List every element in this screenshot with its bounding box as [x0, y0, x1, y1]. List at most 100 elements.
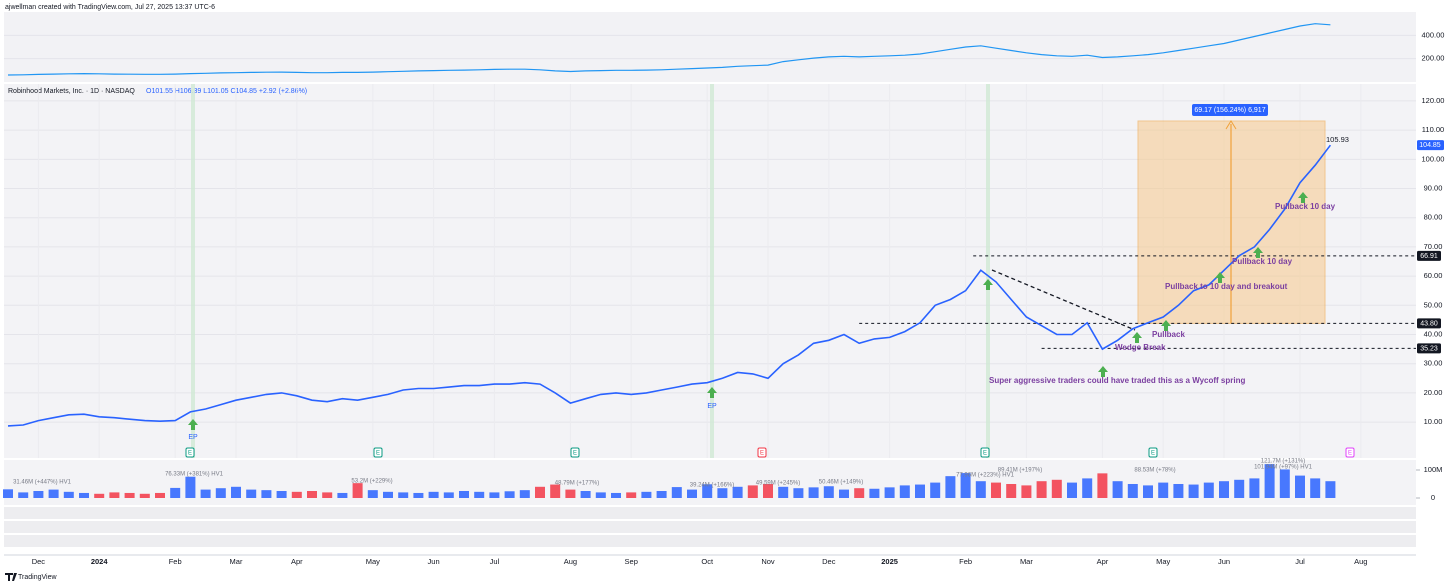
volume-bar: [428, 491, 439, 498]
signal-arrow: [188, 419, 198, 430]
y-tick-label: 70.00: [1424, 242, 1443, 251]
level-label: 43.80: [1420, 320, 1438, 327]
y-tick-label: 100M: [1424, 465, 1443, 474]
volume-bar: [595, 492, 606, 498]
annotation: Pullback to 10 day and breakout: [1165, 282, 1288, 291]
volume-bar: [261, 490, 272, 498]
volume-bar: [945, 476, 956, 498]
y-tick-label: 200.00: [1422, 54, 1445, 63]
signal-arrow: [983, 279, 993, 290]
measure-arrowhead: [1225, 120, 1237, 130]
volume-bar: [504, 491, 515, 498]
annotation: Pullback 10 day: [1232, 257, 1293, 266]
volume-bar: [656, 490, 667, 498]
volume-bar: [1203, 482, 1214, 498]
earnings-label: E: [760, 451, 764, 457]
top-panel: [4, 12, 1416, 82]
annotation: EP: [188, 434, 198, 441]
volume-annotation: 31.46M (+447%) HV1: [13, 480, 72, 486]
price-line: [7, 23, 1331, 76]
volume-annotation: 53.2M (+229%): [351, 479, 392, 485]
volume-bar: [48, 489, 59, 498]
earnings-marker[interactable]: [373, 447, 383, 458]
volume-bar: [747, 485, 758, 498]
level-label-box: [1417, 318, 1441, 329]
y-tick-label: 400.00: [1422, 30, 1445, 39]
volume-bar: [1127, 483, 1138, 498]
earnings-highlight: [986, 84, 990, 458]
volume-bar: [565, 489, 576, 498]
volume-bar: [550, 484, 561, 498]
volume-bar: [930, 482, 941, 498]
volume-bar: [443, 492, 454, 498]
volume-bar: [1158, 482, 1169, 498]
volume-bar: [322, 492, 333, 498]
earnings-marker[interactable]: [757, 447, 767, 458]
volume-annotation: 50.46M (+149%): [819, 480, 864, 486]
volume-bar: [823, 486, 834, 498]
y-tick-label: 0: [1431, 493, 1435, 502]
signal-arrow: [1298, 192, 1308, 203]
volume-bar: [991, 482, 1001, 498]
volume-annotation: 89.41M (+197%): [998, 468, 1043, 474]
volume-bar: [808, 487, 819, 498]
volume-bar: [1036, 481, 1047, 498]
earnings-marker[interactable]: [185, 447, 195, 458]
level-label: 66.91: [1420, 253, 1438, 260]
x-tick-label: Apr: [1097, 557, 1109, 566]
volume-bar: [611, 492, 621, 498]
volume-bar: [702, 484, 713, 498]
annotation: 105.93: [1326, 135, 1349, 144]
volume-bar: [185, 476, 196, 498]
annotation: Pullback 10 day: [1275, 202, 1336, 211]
earnings-label: E: [1348, 451, 1352, 457]
y-tick-label: 60.00: [1424, 271, 1443, 280]
x-tick-label: Aug: [564, 557, 577, 566]
footer: TradingView: [18, 574, 57, 581]
volume-bar: [1249, 478, 1260, 498]
volume-bar: [94, 493, 105, 498]
earnings-label: E: [573, 451, 577, 457]
volume-bar: [1112, 481, 1123, 498]
earnings-marker[interactable]: [1148, 447, 1158, 458]
level-label-box: [1417, 343, 1441, 354]
volume-annotation: 77.96M (+223%) HV1: [956, 473, 1015, 479]
volume-bar: [1295, 475, 1305, 498]
volume-bar: [1082, 478, 1093, 498]
empty-pane: [4, 507, 1416, 519]
x-tick-label: Feb: [959, 557, 972, 566]
y-tick-label: 110.00: [1422, 125, 1444, 134]
volume-bar: [155, 492, 165, 498]
volume-bar: [200, 489, 211, 498]
earnings-marker[interactable]: [1345, 447, 1355, 458]
x-tick-label: Nov: [761, 557, 775, 566]
earnings-label: E: [188, 451, 192, 457]
earnings-marker[interactable]: [980, 447, 990, 458]
volume-bar: [109, 492, 120, 498]
x-tick-label: 2025: [881, 557, 898, 566]
volume-bar: [687, 489, 697, 498]
y-tick-label: 80.00: [1424, 213, 1443, 222]
volume-bar: [854, 488, 865, 498]
volume-bar: [915, 484, 925, 498]
annotation: Pullback: [1152, 330, 1185, 339]
volume-bar: [839, 489, 849, 498]
volume-bar: [1219, 481, 1229, 498]
volume-bar: [139, 493, 150, 498]
volume-bar: [899, 485, 910, 498]
earnings-label: E: [376, 451, 380, 457]
measure-label-box: [1192, 104, 1268, 116]
volume-bar: [18, 492, 29, 498]
volume-bar: [1188, 484, 1199, 498]
empty-pane: [4, 535, 1416, 547]
volume-annotation: 48.79M (+177%): [555, 481, 600, 487]
volume-annotation: 88.53M (+78%): [1134, 468, 1175, 474]
earnings-marker[interactable]: [570, 447, 580, 458]
level-label-box: [1417, 250, 1441, 261]
y-tick-label: 30.00: [1424, 359, 1443, 368]
x-tick-label: Mar: [230, 557, 243, 566]
volume-bar: [535, 486, 545, 498]
volume-bar: [1051, 479, 1062, 498]
x-tick-label: Jul: [490, 557, 500, 566]
